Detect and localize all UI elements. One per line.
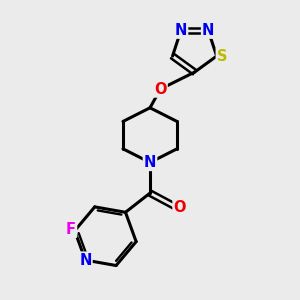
Text: O: O xyxy=(173,200,186,214)
Text: O: O xyxy=(154,82,167,97)
Text: F: F xyxy=(66,222,76,237)
Text: N: N xyxy=(175,23,187,38)
Text: N: N xyxy=(202,23,214,38)
Text: N: N xyxy=(144,155,156,170)
Text: S: S xyxy=(217,49,227,64)
Text: N: N xyxy=(79,253,92,268)
